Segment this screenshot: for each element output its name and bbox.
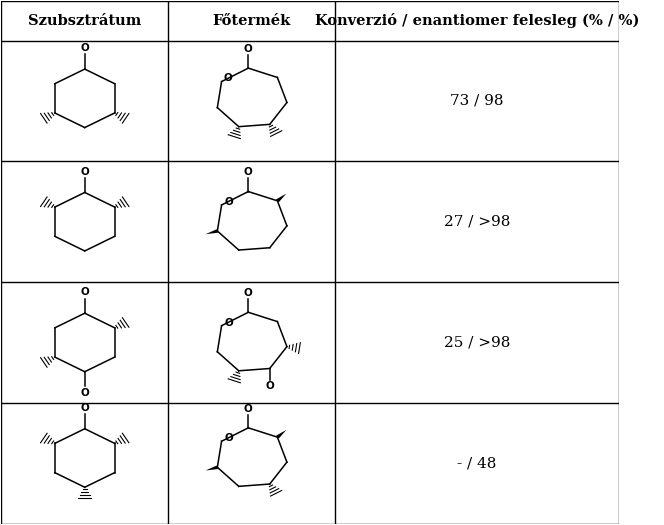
Text: O: O — [244, 167, 253, 177]
Polygon shape — [206, 466, 218, 470]
Polygon shape — [206, 229, 218, 234]
Text: 25 / >98: 25 / >98 — [444, 335, 510, 350]
Text: O: O — [80, 387, 89, 397]
Text: 73 / 98: 73 / 98 — [450, 94, 503, 108]
Text: - / 48: - / 48 — [457, 456, 497, 470]
Polygon shape — [276, 194, 286, 202]
Text: O: O — [224, 433, 233, 443]
Text: O: O — [80, 287, 89, 297]
Text: O: O — [80, 43, 89, 53]
Polygon shape — [276, 430, 286, 438]
Text: O: O — [80, 166, 89, 176]
Text: O: O — [223, 74, 232, 83]
Text: O: O — [244, 44, 253, 54]
Text: O: O — [80, 403, 89, 413]
Text: Szubsztrátum: Szubsztrátum — [28, 14, 141, 28]
Text: Főtermék: Főtermék — [212, 14, 291, 28]
Text: O: O — [244, 404, 253, 414]
Text: O: O — [244, 288, 253, 298]
Text: O: O — [224, 197, 233, 207]
Text: O: O — [224, 318, 233, 328]
Text: 27 / >98: 27 / >98 — [444, 215, 510, 229]
Text: Konverzió / enantiomer felesleg (% / %): Konverzió / enantiomer felesleg (% / %) — [315, 14, 639, 28]
Text: O: O — [266, 381, 274, 391]
